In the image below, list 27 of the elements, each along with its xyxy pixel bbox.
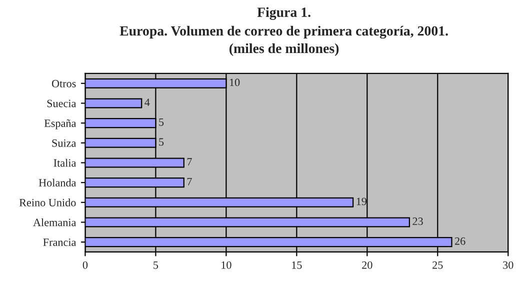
data-label: 23 bbox=[412, 218, 423, 226]
chart-subtitle: Europa. Volumen de correo de primera categoría, 2001. (miles de millones) bbox=[120, 26, 448, 56]
x-tick-label: 10 bbox=[222, 261, 232, 269]
data-label: 10 bbox=[230, 78, 240, 86]
data-label: 26 bbox=[454, 237, 466, 245]
data-label: 7 bbox=[187, 158, 192, 166]
x-tick-label: 0 bbox=[82, 261, 88, 269]
data-label: 4 bbox=[144, 98, 150, 106]
data-label: 7 bbox=[187, 178, 192, 186]
x-tick-label: 30 bbox=[503, 261, 514, 269]
data-label: 5 bbox=[159, 138, 164, 146]
y-tick-label: Italia bbox=[54, 158, 76, 167]
chart-title: Figura 1. bbox=[257, 7, 310, 20]
data-label: 5 bbox=[159, 118, 164, 126]
x-tick-label: 15 bbox=[292, 261, 302, 269]
y-tick-label: Alemania bbox=[33, 218, 76, 226]
y-tick-label: Reino Unido bbox=[19, 198, 76, 206]
x-tick-label: 20 bbox=[362, 261, 372, 269]
y-tick-label: Suiza bbox=[52, 139, 76, 147]
y-tick-label: Francia bbox=[43, 238, 76, 246]
y-tick-label: Holanda bbox=[38, 178, 76, 187]
data-label: 19 bbox=[356, 198, 366, 206]
x-tick-label: 5 bbox=[154, 261, 158, 269]
y-tick-label: España bbox=[44, 119, 76, 130]
y-tick-label: Otros bbox=[52, 80, 76, 88]
x-tick-label: 25 bbox=[432, 261, 443, 269]
y-tick-label: Suecia bbox=[47, 100, 76, 108]
